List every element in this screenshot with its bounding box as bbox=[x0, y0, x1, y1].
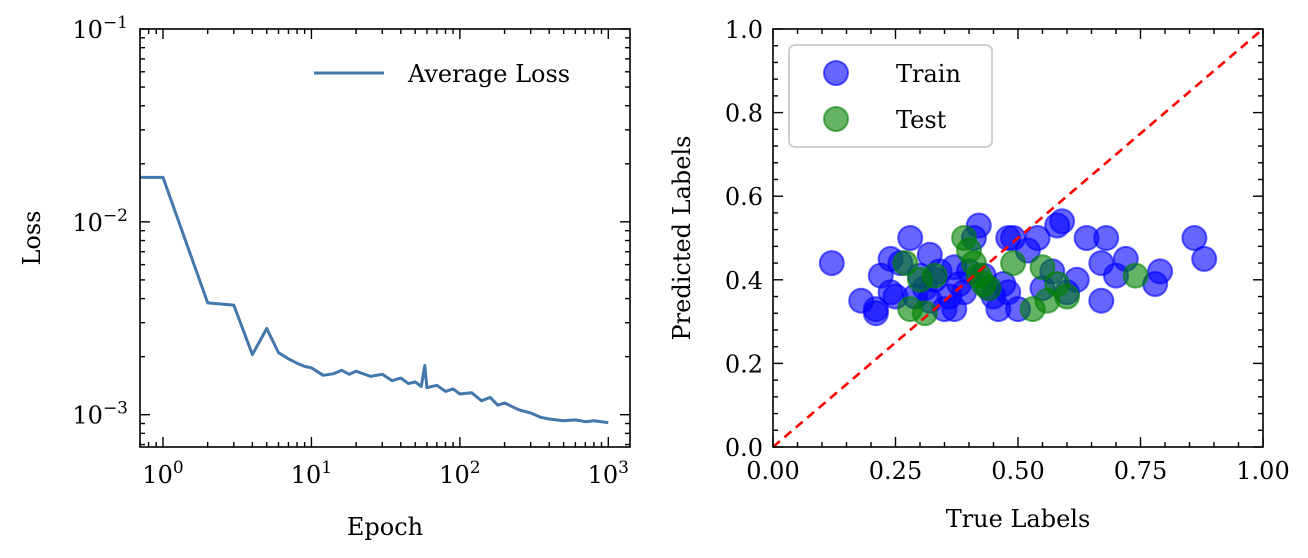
scatter-point-test bbox=[1122, 262, 1149, 289]
loss-x-tick-label: 102 bbox=[439, 458, 480, 489]
scatter-point-test bbox=[1054, 283, 1080, 310]
scatter-point-train bbox=[1088, 287, 1115, 314]
scatter-plot-frame bbox=[772, 28, 1264, 448]
loss-plot-frame bbox=[139, 28, 631, 448]
scatter-x-tick-label: 0.50 bbox=[991, 457, 1044, 485]
scatter-point-test bbox=[921, 262, 948, 289]
loss-legend: Average Loss bbox=[314, 60, 570, 88]
loss-x-tick-label: 103 bbox=[588, 458, 629, 489]
loss-x-tick-label: 100 bbox=[142, 458, 183, 489]
scatter-y-tick-label: 0.0 bbox=[725, 434, 763, 462]
loss-chart: 100 101 102 103 10−3 10−2 10−1 Epoch Loss Aver… bbox=[18, 13, 631, 541]
scatter-point-test bbox=[1000, 250, 1027, 277]
legend-label-train: Train bbox=[896, 60, 961, 88]
scatter-x-axis-label: True Labels bbox=[946, 505, 1091, 533]
loss-y-tick-label: 10−3 bbox=[72, 399, 128, 430]
legend-marker-train bbox=[823, 60, 849, 86]
scatter-point-train bbox=[1024, 225, 1051, 251]
scatter-point-test bbox=[911, 300, 938, 327]
scatter-y-tick-label: 0.6 bbox=[725, 183, 763, 211]
scatter-y-tick-label: 1.0 bbox=[725, 16, 763, 44]
scatter-x-tick-label: 0.00 bbox=[746, 457, 799, 485]
scatter-x-tick-label: 0.75 bbox=[1114, 457, 1167, 485]
scatter-point-train bbox=[1181, 225, 1208, 251]
scatter-point-train bbox=[862, 296, 889, 323]
scatter-point-test bbox=[892, 250, 919, 277]
loss-series-layer bbox=[140, 175, 609, 425]
scatter-point-test bbox=[975, 275, 1002, 302]
loss-series-line bbox=[140, 175, 609, 425]
loss-y-axis-label: Loss bbox=[18, 210, 46, 265]
scatter-point-train bbox=[1191, 245, 1218, 272]
scatter-x-tick-label: 0.25 bbox=[869, 457, 922, 485]
loss-y-tick-label: 10−1 bbox=[72, 13, 128, 44]
scatter-point-train bbox=[818, 250, 845, 277]
scatter-legend: Train Test bbox=[788, 44, 993, 148]
scatter-points-layer bbox=[818, 208, 1218, 327]
scatter-x-tick-label: 1.00 bbox=[1236, 457, 1289, 485]
scatter-y-tick-label: 0.2 bbox=[725, 350, 763, 378]
scatter-y-axis-label: Predicted Labels bbox=[668, 136, 696, 341]
legend-label-average-loss: Average Loss bbox=[407, 60, 570, 88]
scatter-point-test bbox=[1029, 254, 1056, 281]
scatter-point-train bbox=[1049, 208, 1076, 235]
scatter-y-tick-label: 0.8 bbox=[725, 100, 763, 128]
legend-marker-test bbox=[823, 106, 849, 132]
loss-y-tick-label: 10−2 bbox=[72, 206, 128, 237]
scatter-y-tick-label: 0.4 bbox=[725, 267, 763, 295]
prediction-scatter-chart: 0.00 0.25 0.50 0.75 1.00 0.0 0.2 0.4 0.6 0.8 1.0 T… bbox=[668, 16, 1290, 533]
loss-axis-ticks bbox=[139, 28, 630, 447]
scatter-point-train bbox=[897, 225, 924, 251]
scatter-point-train bbox=[1093, 225, 1120, 251]
scatter-tick-labels: 0.00 0.25 0.50 0.75 1.00 0.0 0.2 0.4 0.6 0.8 1.0 bbox=[725, 16, 1290, 485]
loss-x-axis-label: Epoch bbox=[347, 513, 423, 541]
loss-x-tick-label: 101 bbox=[291, 458, 332, 489]
scatter-legend-box bbox=[788, 44, 993, 148]
identity-reference-line bbox=[772, 28, 1264, 448]
scatter-point-train bbox=[1147, 258, 1174, 285]
legend-label-test: Test bbox=[896, 106, 947, 134]
loss-tick-labels: 100 101 102 103 10−3 10−2 10−1 bbox=[72, 13, 629, 489]
